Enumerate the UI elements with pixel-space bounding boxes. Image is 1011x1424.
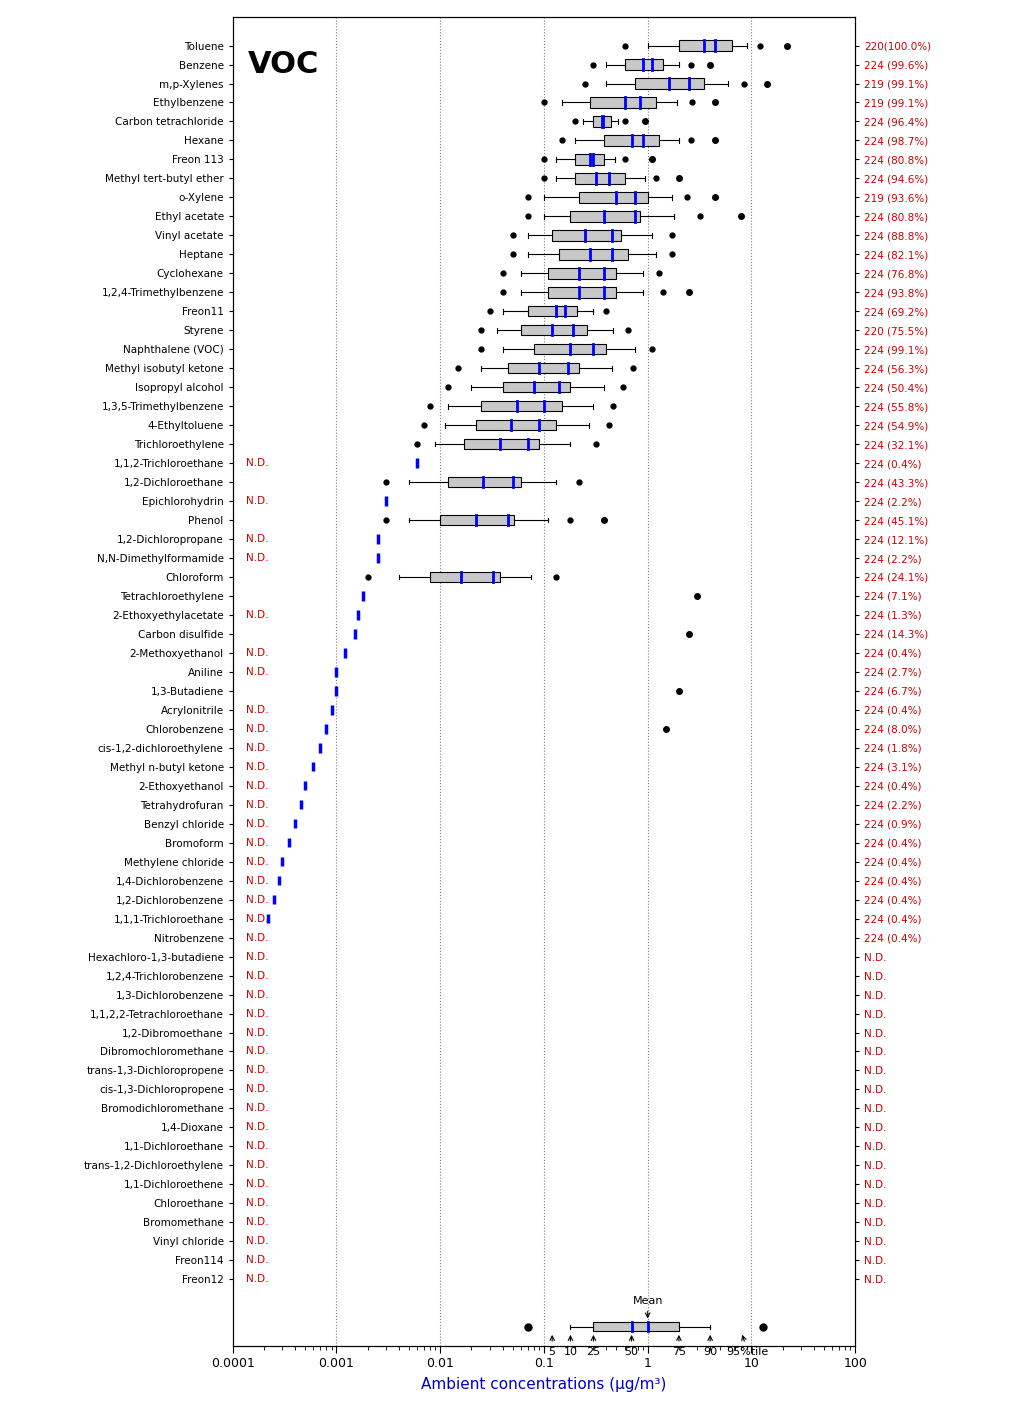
Bar [579,192,647,202]
Text: 25: 25 [585,1336,600,1357]
Text: 75: 75 [671,1336,685,1357]
Text: 50: 50 [624,1336,638,1357]
Bar [528,306,577,316]
Text: N.D.: N.D. [246,1028,269,1038]
Text: N.D.: N.D. [246,894,269,904]
Bar [574,154,604,165]
Text: N.D.: N.D. [246,609,269,619]
Text: N.D.: N.D. [246,648,269,658]
Bar [521,325,586,336]
Text: VOC: VOC [248,50,319,80]
Text: N.D.: N.D. [246,1161,269,1171]
Bar [481,402,562,412]
Text: N.D.: N.D. [246,743,269,753]
Bar [548,288,616,298]
Text: 90: 90 [703,1336,717,1357]
Text: N.D.: N.D. [246,723,269,733]
Text: N.D.: N.D. [246,951,269,961]
Text: 5: 5 [548,1336,555,1357]
Bar [534,345,606,355]
Text: N.D.: N.D. [246,1008,269,1018]
Text: N.D.: N.D. [246,1104,269,1114]
Text: N.D.: N.D. [246,780,269,790]
Text: N.D.: N.D. [246,914,269,924]
Text: N.D.: N.D. [246,534,269,544]
Bar [634,78,704,88]
Bar [574,174,624,184]
Bar [440,515,514,525]
Text: Mean: Mean [632,1296,662,1317]
Text: N.D.: N.D. [246,1236,269,1246]
Text: 95%tile: 95%tile [726,1336,768,1357]
Bar [589,97,655,108]
Text: N.D.: N.D. [246,496,269,506]
Text: N.D.: N.D. [246,1122,269,1132]
Text: N.D.: N.D. [246,1142,269,1152]
Text: N.D.: N.D. [246,705,269,715]
Text: N.D.: N.D. [246,666,269,676]
Bar [592,1321,678,1331]
Bar [464,439,539,450]
Text: N.D.: N.D. [246,819,269,829]
Text: N.D.: N.D. [246,933,269,943]
Text: N.D.: N.D. [246,800,269,810]
Text: N.D.: N.D. [246,857,269,867]
Bar [624,60,662,70]
Bar [475,420,555,430]
Text: N.D.: N.D. [246,1199,269,1209]
Text: N.D.: N.D. [246,990,269,1000]
Text: N.D.: N.D. [246,971,269,981]
Text: N.D.: N.D. [246,837,269,847]
Text: N.D.: N.D. [246,1085,269,1095]
Bar [508,363,579,373]
Bar [570,211,640,222]
Text: N.D.: N.D. [246,1256,269,1266]
Text: N.D.: N.D. [246,876,269,886]
Bar [548,268,616,279]
Text: N.D.: N.D. [246,1179,269,1189]
Bar [678,40,731,51]
Bar [448,477,521,487]
Bar [604,135,659,145]
Text: N.D.: N.D. [246,1047,269,1057]
Text: N.D.: N.D. [246,459,269,468]
Text: 10: 10 [563,1336,577,1357]
Text: N.D.: N.D. [246,1218,269,1227]
Text: N.D.: N.D. [246,1274,269,1284]
Bar [592,117,610,127]
Bar [502,382,570,393]
Text: N.D.: N.D. [246,1065,269,1075]
X-axis label: Ambient concentrations (μg/m³): Ambient concentrations (μg/m³) [421,1377,666,1393]
Bar [552,231,620,241]
Bar [558,249,628,259]
Text: N.D.: N.D. [246,553,269,562]
Text: N.D.: N.D. [246,762,269,772]
Bar [430,572,499,582]
